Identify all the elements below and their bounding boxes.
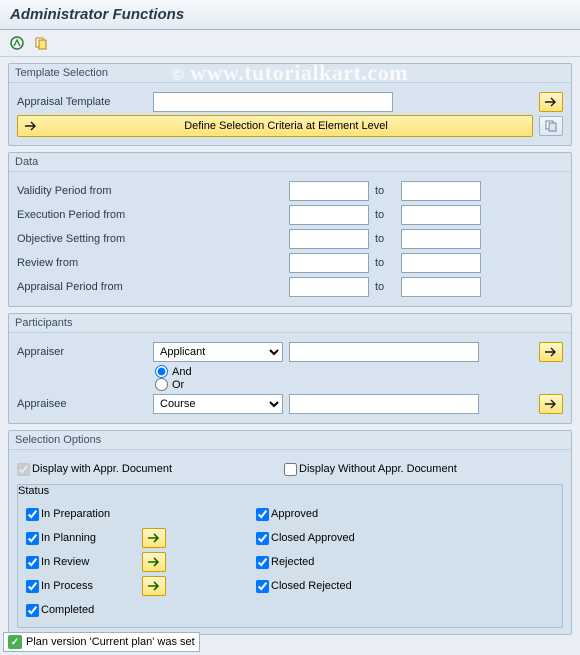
appraiser-value-input[interactable] [289,342,479,362]
status-item[interactable]: In Planning [26,532,136,545]
to-label: to [375,257,395,269]
appraisee-label: Appraisee [17,398,147,410]
group-legend: Data [9,153,571,172]
status-label: In Planning [41,532,96,544]
define-criteria-label: Define Selection Criteria at Element Lev… [46,120,526,132]
date-from-input[interactable] [289,205,369,225]
appraiser-type-select[interactable]: Applicant [153,342,283,362]
appraiser-select-button[interactable] [539,342,563,362]
status-checkbox[interactable] [256,556,269,569]
group-status: Status In Preparation In Planning In Rev… [17,484,563,628]
template-select-button[interactable] [539,92,563,112]
to-label: to [375,233,395,245]
status-message: Plan version 'Current plan' was set [26,636,195,648]
group-selection-options: Selection Options Display with Appr. Doc… [8,430,572,635]
date-to-input[interactable] [401,277,481,297]
status-item[interactable]: Completed [26,604,136,617]
display-with-doc: Display with Appr. Document [17,463,172,476]
status-item[interactable]: In Review [26,556,136,569]
logic-and-radio[interactable] [155,365,168,378]
status-checkbox[interactable] [26,508,39,521]
status-label: Rejected [271,556,314,568]
status-checkbox[interactable] [256,532,269,545]
data-row-label: Validity Period from [17,185,147,197]
copy-icon[interactable] [32,34,50,52]
status-item[interactable]: Closed Rejected [256,580,352,593]
status-checkbox[interactable] [26,532,39,545]
execute-icon[interactable] [8,34,26,52]
status-bar: ✓ Plan version 'Current plan' was set [3,632,200,652]
status-item[interactable]: In Preparation [26,508,136,521]
define-selection-criteria-button[interactable]: Define Selection Criteria at Element Lev… [17,115,533,137]
display-without-label: Display Without Appr. Document [299,463,457,475]
status-checkbox[interactable] [26,604,39,617]
status-checkbox[interactable] [26,580,39,593]
data-row-label: Execution Period from [17,209,147,221]
appraisal-template-input[interactable] [153,92,393,112]
data-row-label: Appraisal Period from [17,281,147,293]
status-detail-button[interactable] [142,528,166,548]
status-checkbox[interactable] [26,556,39,569]
app-toolbar [0,30,580,57]
status-ok-icon: ✓ [8,635,22,649]
status-label: Closed Rejected [271,580,352,592]
content-area: Template Selection Appraisal Template De… [0,57,580,641]
date-to-input[interactable] [401,229,481,249]
status-label: In Preparation [41,508,110,520]
date-to-input[interactable] [401,253,481,273]
to-label: to [375,209,395,221]
page-title: Administrator Functions [10,6,570,23]
logic-and-label: And [172,366,192,378]
status-checkbox[interactable] [256,580,269,593]
status-label: Approved [271,508,318,520]
group-legend: Participants [9,314,571,333]
status-detail-button[interactable] [142,552,166,572]
appraiser-label: Appraiser [17,346,147,358]
status-item[interactable]: In Process [26,580,136,593]
date-from-input[interactable] [289,181,369,201]
appraisee-value-input[interactable] [289,394,479,414]
appraisee-select-button[interactable] [539,394,563,414]
data-row-label: Objective Setting from [17,233,147,245]
status-label: In Review [41,556,89,568]
status-detail-button[interactable] [142,576,166,596]
status-checkbox[interactable] [256,508,269,521]
to-label: to [375,281,395,293]
date-from-input[interactable] [289,253,369,273]
date-to-input[interactable] [401,205,481,225]
display-with-checkbox [17,463,30,476]
status-label: Completed [41,604,94,616]
status-item[interactable]: Approved [256,508,318,521]
status-label: Closed Approved [271,532,355,544]
group-data: Data Validity Period from to Execution P… [8,152,572,307]
date-from-input[interactable] [289,229,369,249]
date-from-input[interactable] [289,277,369,297]
status-item[interactable]: Closed Approved [256,532,355,545]
group-legend: Template Selection [9,64,571,83]
display-without-doc[interactable]: Display Without Appr. Document [284,463,457,476]
group-template-selection: Template Selection Appraisal Template De… [8,63,572,146]
date-to-input[interactable] [401,181,481,201]
group-legend: Selection Options [9,431,571,450]
data-row-label: Review from [17,257,147,269]
title-bar: Administrator Functions [0,0,580,30]
display-without-checkbox[interactable] [284,463,297,476]
template-multi-button[interactable] [539,116,563,136]
display-with-label: Display with Appr. Document [32,463,172,475]
logic-or-label: Or [172,379,184,391]
group-participants: Participants Appraiser Applicant And Or … [8,313,572,424]
status-label: In Process [41,580,93,592]
group-legend: Status [18,485,562,497]
status-item[interactable]: Rejected [256,556,314,569]
appraisal-template-label: Appraisal Template [17,96,147,108]
appraisee-type-select[interactable]: Course [153,394,283,414]
to-label: to [375,185,395,197]
logic-or-radio[interactable] [155,378,168,391]
